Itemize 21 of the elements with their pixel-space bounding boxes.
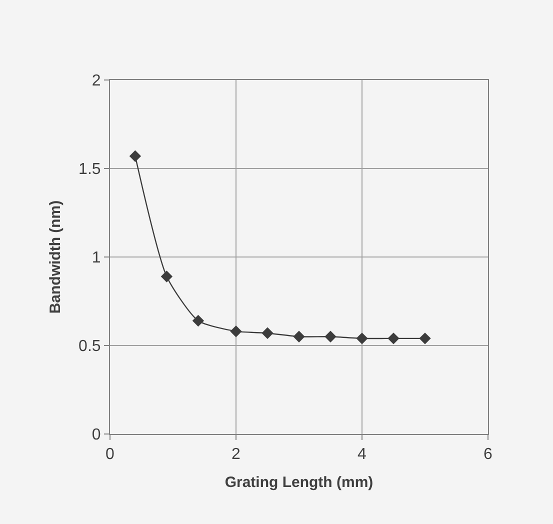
x-tick-label: 6 [484,446,493,464]
point [388,332,400,344]
point [129,150,142,162]
y-tick-label: 1 [92,250,101,267]
point [324,330,336,342]
point [230,325,242,338]
x-tick-label: 4 [358,446,367,464]
y-axis-title: Bandwidth (nm) [46,200,64,314]
x-tick-label: 0 [106,446,115,464]
point [293,330,305,342]
y-tick-label: 2 [92,72,101,90]
y-tick-label: 0.5 [78,338,101,356]
point [160,270,173,282]
x-tick-label: 2 [232,446,241,464]
y-tick-label: 0 [92,426,101,444]
point [192,314,204,327]
point [262,327,274,339]
point [356,332,368,344]
x-axis-title: Grating Length (mm) [224,474,374,492]
y-tick-label: 1.5 [78,161,101,178]
point [419,332,431,344]
